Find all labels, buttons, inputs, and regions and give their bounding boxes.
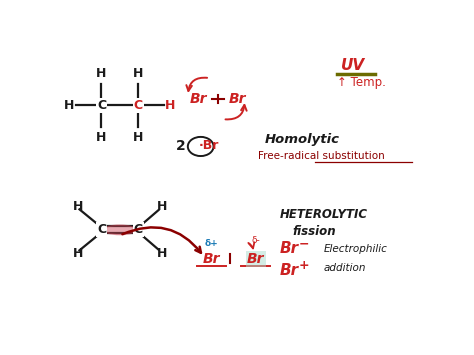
Text: fission: fission [292,225,336,238]
Text: H: H [73,247,83,260]
Text: H: H [157,200,167,213]
Text: Free-radical substitution: Free-radical substitution [258,151,384,161]
Text: H: H [96,131,107,144]
Text: Br: Br [280,241,299,256]
Text: 2: 2 [175,140,185,153]
Text: −: − [299,237,309,251]
Text: H: H [157,247,167,260]
Text: C: C [134,223,143,236]
Text: H: H [64,99,74,112]
Text: C: C [97,99,106,112]
Text: ·Br: ·Br [199,139,219,152]
Text: ↑ Temp.: ↑ Temp. [337,76,385,89]
Text: H: H [96,66,107,80]
Text: Homolytic: Homolytic [265,133,340,146]
Text: UV: UV [341,58,365,73]
Text: C: C [134,99,143,112]
Text: HETEROLYTIC: HETEROLYTIC [280,208,368,221]
Text: Br: Br [280,263,299,278]
Ellipse shape [103,225,137,235]
Text: H: H [73,200,83,213]
Text: Electrophilic: Electrophilic [324,244,388,254]
Text: δ-: δ- [251,236,260,245]
Text: C: C [97,223,106,236]
Text: Br: Br [228,92,246,106]
Text: +: + [299,260,310,272]
Text: H: H [133,66,144,80]
Text: H: H [165,99,176,112]
Text: addition: addition [324,263,366,273]
Text: Br: Br [203,252,220,266]
Text: δ+: δ+ [205,239,219,248]
Text: H: H [133,131,144,144]
Text: Br: Br [247,252,264,266]
Text: Br: Br [190,92,208,106]
